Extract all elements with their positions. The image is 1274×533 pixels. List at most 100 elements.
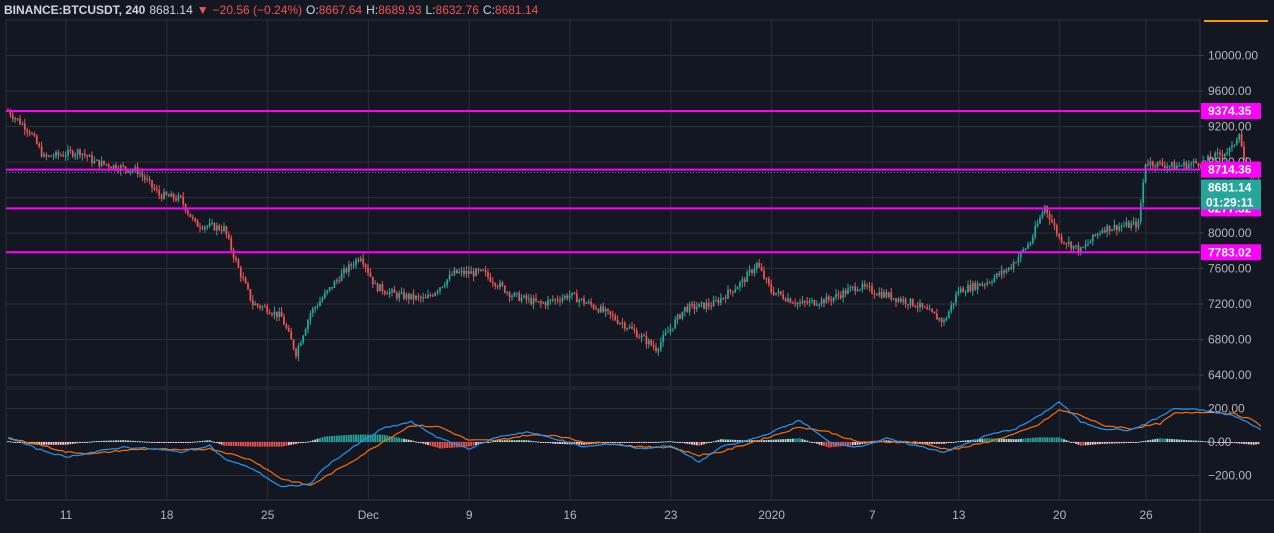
close-value: 8681.14 bbox=[494, 3, 539, 17]
candle-body bbox=[938, 318, 941, 320]
macd-histogram-bar bbox=[669, 441, 672, 443]
candle-body bbox=[525, 295, 528, 300]
candle-body bbox=[1053, 222, 1056, 226]
candle-body bbox=[527, 298, 530, 300]
macd-histogram-bar bbox=[806, 440, 809, 442]
candle-body bbox=[266, 306, 269, 313]
macd-histogram-bar bbox=[268, 442, 271, 447]
macd-histogram-bar bbox=[686, 442, 689, 444]
candle-body bbox=[141, 173, 144, 177]
macd-histogram-bar bbox=[395, 437, 398, 442]
candle-body bbox=[758, 263, 761, 268]
macd-histogram-bar bbox=[727, 439, 729, 442]
macd-histogram-bar bbox=[55, 442, 57, 445]
macd-histogram-bar bbox=[1168, 438, 1171, 442]
candle-body bbox=[748, 270, 751, 273]
candle-body bbox=[916, 306, 919, 308]
macd-histogram-bar bbox=[453, 442, 456, 448]
x-tick-label: 7 bbox=[869, 508, 876, 522]
candle-body bbox=[201, 227, 204, 229]
candle-body bbox=[299, 342, 302, 346]
candle-body bbox=[1175, 165, 1178, 170]
macd-histogram-bar bbox=[952, 442, 955, 443]
macd-histogram-bar bbox=[136, 441, 139, 443]
macd-histogram-bar bbox=[938, 442, 941, 444]
candle-body bbox=[388, 291, 391, 295]
candle-body bbox=[609, 311, 612, 315]
macd-histogram-bar bbox=[244, 442, 247, 447]
candle-body bbox=[770, 284, 773, 292]
macd-histogram-bar bbox=[333, 435, 336, 442]
candle-body bbox=[424, 297, 427, 299]
candle-body bbox=[1159, 161, 1161, 163]
macd-histogram-bar bbox=[211, 441, 213, 443]
candle-body bbox=[225, 226, 228, 235]
candle-body bbox=[1089, 241, 1092, 244]
macd-histogram-bar bbox=[964, 440, 967, 442]
triangle-down-icon: ▼ bbox=[196, 3, 209, 17]
macd-histogram-bar bbox=[122, 440, 125, 442]
candle-body bbox=[307, 320, 309, 330]
candle-body bbox=[153, 187, 156, 190]
candle-body bbox=[1007, 267, 1010, 271]
candle-body bbox=[703, 302, 705, 309]
macd-histogram-bar bbox=[1151, 439, 1154, 442]
candle-body bbox=[148, 179, 151, 181]
candle-body bbox=[940, 318, 943, 323]
macd-histogram-bar bbox=[859, 442, 861, 445]
candle-body bbox=[489, 276, 492, 282]
macd-histogram-bar bbox=[1180, 439, 1183, 442]
candle-body bbox=[484, 270, 487, 273]
candle-body bbox=[868, 285, 871, 287]
macd-histogram-bar bbox=[885, 440, 888, 442]
macd-histogram-bar bbox=[424, 442, 427, 445]
macd-histogram-bar bbox=[201, 440, 204, 442]
macd-histogram-bar bbox=[935, 442, 938, 444]
macd-histogram-bar bbox=[71, 442, 74, 444]
macd-histogram-bar bbox=[403, 438, 405, 442]
macd-histogram-bar bbox=[719, 439, 722, 442]
macd-histogram-bar bbox=[511, 440, 513, 442]
macd-histogram-bar bbox=[1195, 440, 1197, 442]
candle-body bbox=[1048, 213, 1051, 220]
candle-body bbox=[309, 313, 312, 321]
macd-histogram-bar bbox=[1247, 442, 1250, 445]
macd-histogram-bar bbox=[117, 440, 120, 442]
candle-body bbox=[875, 294, 878, 296]
candle-body bbox=[367, 267, 369, 273]
candle-body bbox=[508, 292, 511, 298]
macd-histogram-bar bbox=[107, 440, 110, 442]
macd-histogram-bar bbox=[712, 441, 715, 443]
candle-body bbox=[815, 304, 818, 306]
candle-body bbox=[789, 298, 792, 303]
macd-histogram-bar bbox=[568, 442, 571, 445]
candle-body bbox=[379, 284, 381, 292]
macd-histogram-bar bbox=[100, 440, 103, 442]
candle-body bbox=[1094, 234, 1097, 236]
macd-histogram-bar bbox=[520, 440, 523, 442]
candle-body bbox=[1106, 225, 1109, 233]
level-tag-label: 7783.02 bbox=[1208, 245, 1252, 259]
macd-histogram-bar bbox=[93, 441, 96, 443]
symbol-label[interactable]: BINANCE:BTCUSDT, 240 bbox=[4, 3, 146, 17]
candle-body bbox=[871, 286, 873, 294]
macd-histogram-bar bbox=[64, 442, 67, 445]
macd-histogram-bar bbox=[467, 442, 470, 447]
macd-histogram-bar bbox=[359, 434, 362, 442]
candle-body bbox=[40, 146, 43, 157]
macd-histogram-bar bbox=[988, 438, 991, 442]
y-tick-label: 7200.00 bbox=[1208, 297, 1252, 311]
macd-histogram-bar bbox=[607, 442, 609, 443]
macd-histogram-bar bbox=[1007, 439, 1010, 442]
candle-body bbox=[62, 155, 65, 157]
candle-body bbox=[568, 295, 571, 299]
macd-histogram-bar bbox=[451, 442, 453, 448]
macd-histogram-bar bbox=[278, 442, 281, 447]
horizontal-levels[interactable] bbox=[6, 110, 1200, 254]
candle-body bbox=[523, 295, 525, 298]
macd-histogram-bar bbox=[1010, 439, 1013, 442]
macd-histogram-bar bbox=[1135, 442, 1137, 443]
macd-histogram-bar bbox=[148, 441, 151, 443]
macd-histogram-bar bbox=[379, 434, 381, 442]
